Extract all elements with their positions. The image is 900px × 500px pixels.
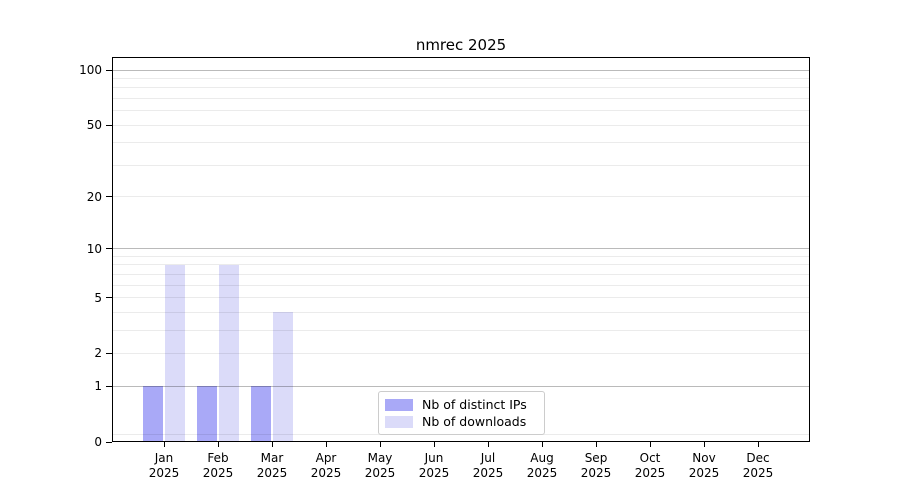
x-tick-mark — [757, 442, 759, 447]
y-tick-label: 100 — [79, 63, 102, 77]
y-tick-label: 20 — [86, 189, 102, 204]
major-gridline — [113, 248, 809, 250]
legend-swatch-distinct-ips — [385, 398, 413, 411]
x-tick-label: Aug 2025 — [526, 451, 558, 480]
x-tick-mark — [163, 442, 165, 447]
x-tick-mark — [541, 442, 543, 447]
y-tick-mark — [106, 124, 112, 126]
x-tick-label: Jan 2025 — [148, 451, 180, 480]
bar-distinct-ips — [197, 386, 217, 441]
minor-gridline — [113, 87, 809, 89]
bar-distinct-ips — [143, 386, 163, 441]
y-tick-mark — [106, 352, 112, 354]
bar-downloads — [273, 312, 293, 441]
x-tick-label: Oct 2025 — [634, 451, 666, 480]
legend-label-distinct-ips: Nb of distinct IPs — [422, 397, 527, 412]
minor-gridline — [113, 110, 809, 112]
x-tick-mark — [649, 442, 651, 447]
y-tick-mark — [106, 385, 112, 387]
x-tick-label: Apr 2025 — [310, 451, 342, 480]
minor-gridline — [113, 196, 809, 198]
y-tick-mark — [106, 441, 112, 443]
x-tick-label: Sep 2025 — [580, 451, 612, 480]
x-tick-label: Jun 2025 — [418, 451, 450, 480]
x-tick-mark — [217, 442, 219, 447]
x-tick-label: Feb 2025 — [202, 451, 234, 480]
legend-item-downloads: Nb of downloads — [385, 414, 536, 429]
x-tick-label: Nov 2025 — [688, 451, 720, 480]
y-tick-label: 0 — [94, 435, 102, 449]
minor-gridline — [113, 255, 809, 257]
x-tick-mark — [433, 442, 435, 447]
x-tick-label: Dec 2025 — [742, 451, 774, 480]
y-tick-label: 1 — [94, 379, 102, 394]
minor-gridline — [113, 311, 809, 313]
x-tick-label: Jul 2025 — [472, 451, 504, 480]
minor-gridline — [113, 297, 809, 299]
legend-item-distinct-ips: Nb of distinct IPs — [385, 397, 536, 412]
minor-gridline — [113, 284, 809, 286]
plot-area — [112, 57, 810, 442]
y-tick-mark — [106, 297, 112, 299]
major-gridline — [113, 69, 809, 71]
x-tick-label: May 2025 — [364, 451, 396, 480]
minor-gridline — [113, 124, 809, 126]
minor-gridline — [113, 264, 809, 266]
minor-gridline — [113, 77, 809, 79]
legend-swatch-downloads — [385, 415, 413, 428]
bar-downloads — [219, 264, 239, 441]
x-tick-label: Mar 2025 — [256, 451, 288, 480]
x-tick-mark — [325, 442, 327, 447]
x-tick-mark — [487, 442, 489, 447]
legend-label-downloads: Nb of downloads — [422, 414, 527, 429]
minor-gridline — [113, 273, 809, 275]
minor-gridline — [113, 352, 809, 354]
y-tick-label: 5 — [94, 290, 102, 305]
chart-title: nmrec 2025 — [415, 36, 507, 54]
bar-distinct-ips — [251, 386, 271, 441]
y-tick-mark — [106, 196, 112, 198]
minor-gridline — [113, 142, 809, 144]
y-tick-mark — [106, 69, 112, 71]
minor-gridline — [113, 164, 809, 166]
y-tick-mark — [106, 248, 112, 250]
y-tick-label: 2 — [94, 346, 102, 361]
x-tick-mark — [379, 442, 381, 447]
legend: Nb of distinct IPs Nb of downloads — [378, 391, 545, 435]
minor-gridline — [113, 329, 809, 331]
y-tick-label: 10 — [86, 241, 102, 256]
major-gridline — [113, 385, 809, 387]
minor-gridline — [113, 97, 809, 99]
bar-downloads — [165, 264, 185, 441]
x-tick-mark — [703, 442, 705, 447]
y-tick-label: 50 — [86, 118, 102, 133]
x-tick-mark — [271, 442, 273, 447]
x-tick-mark — [595, 442, 597, 447]
